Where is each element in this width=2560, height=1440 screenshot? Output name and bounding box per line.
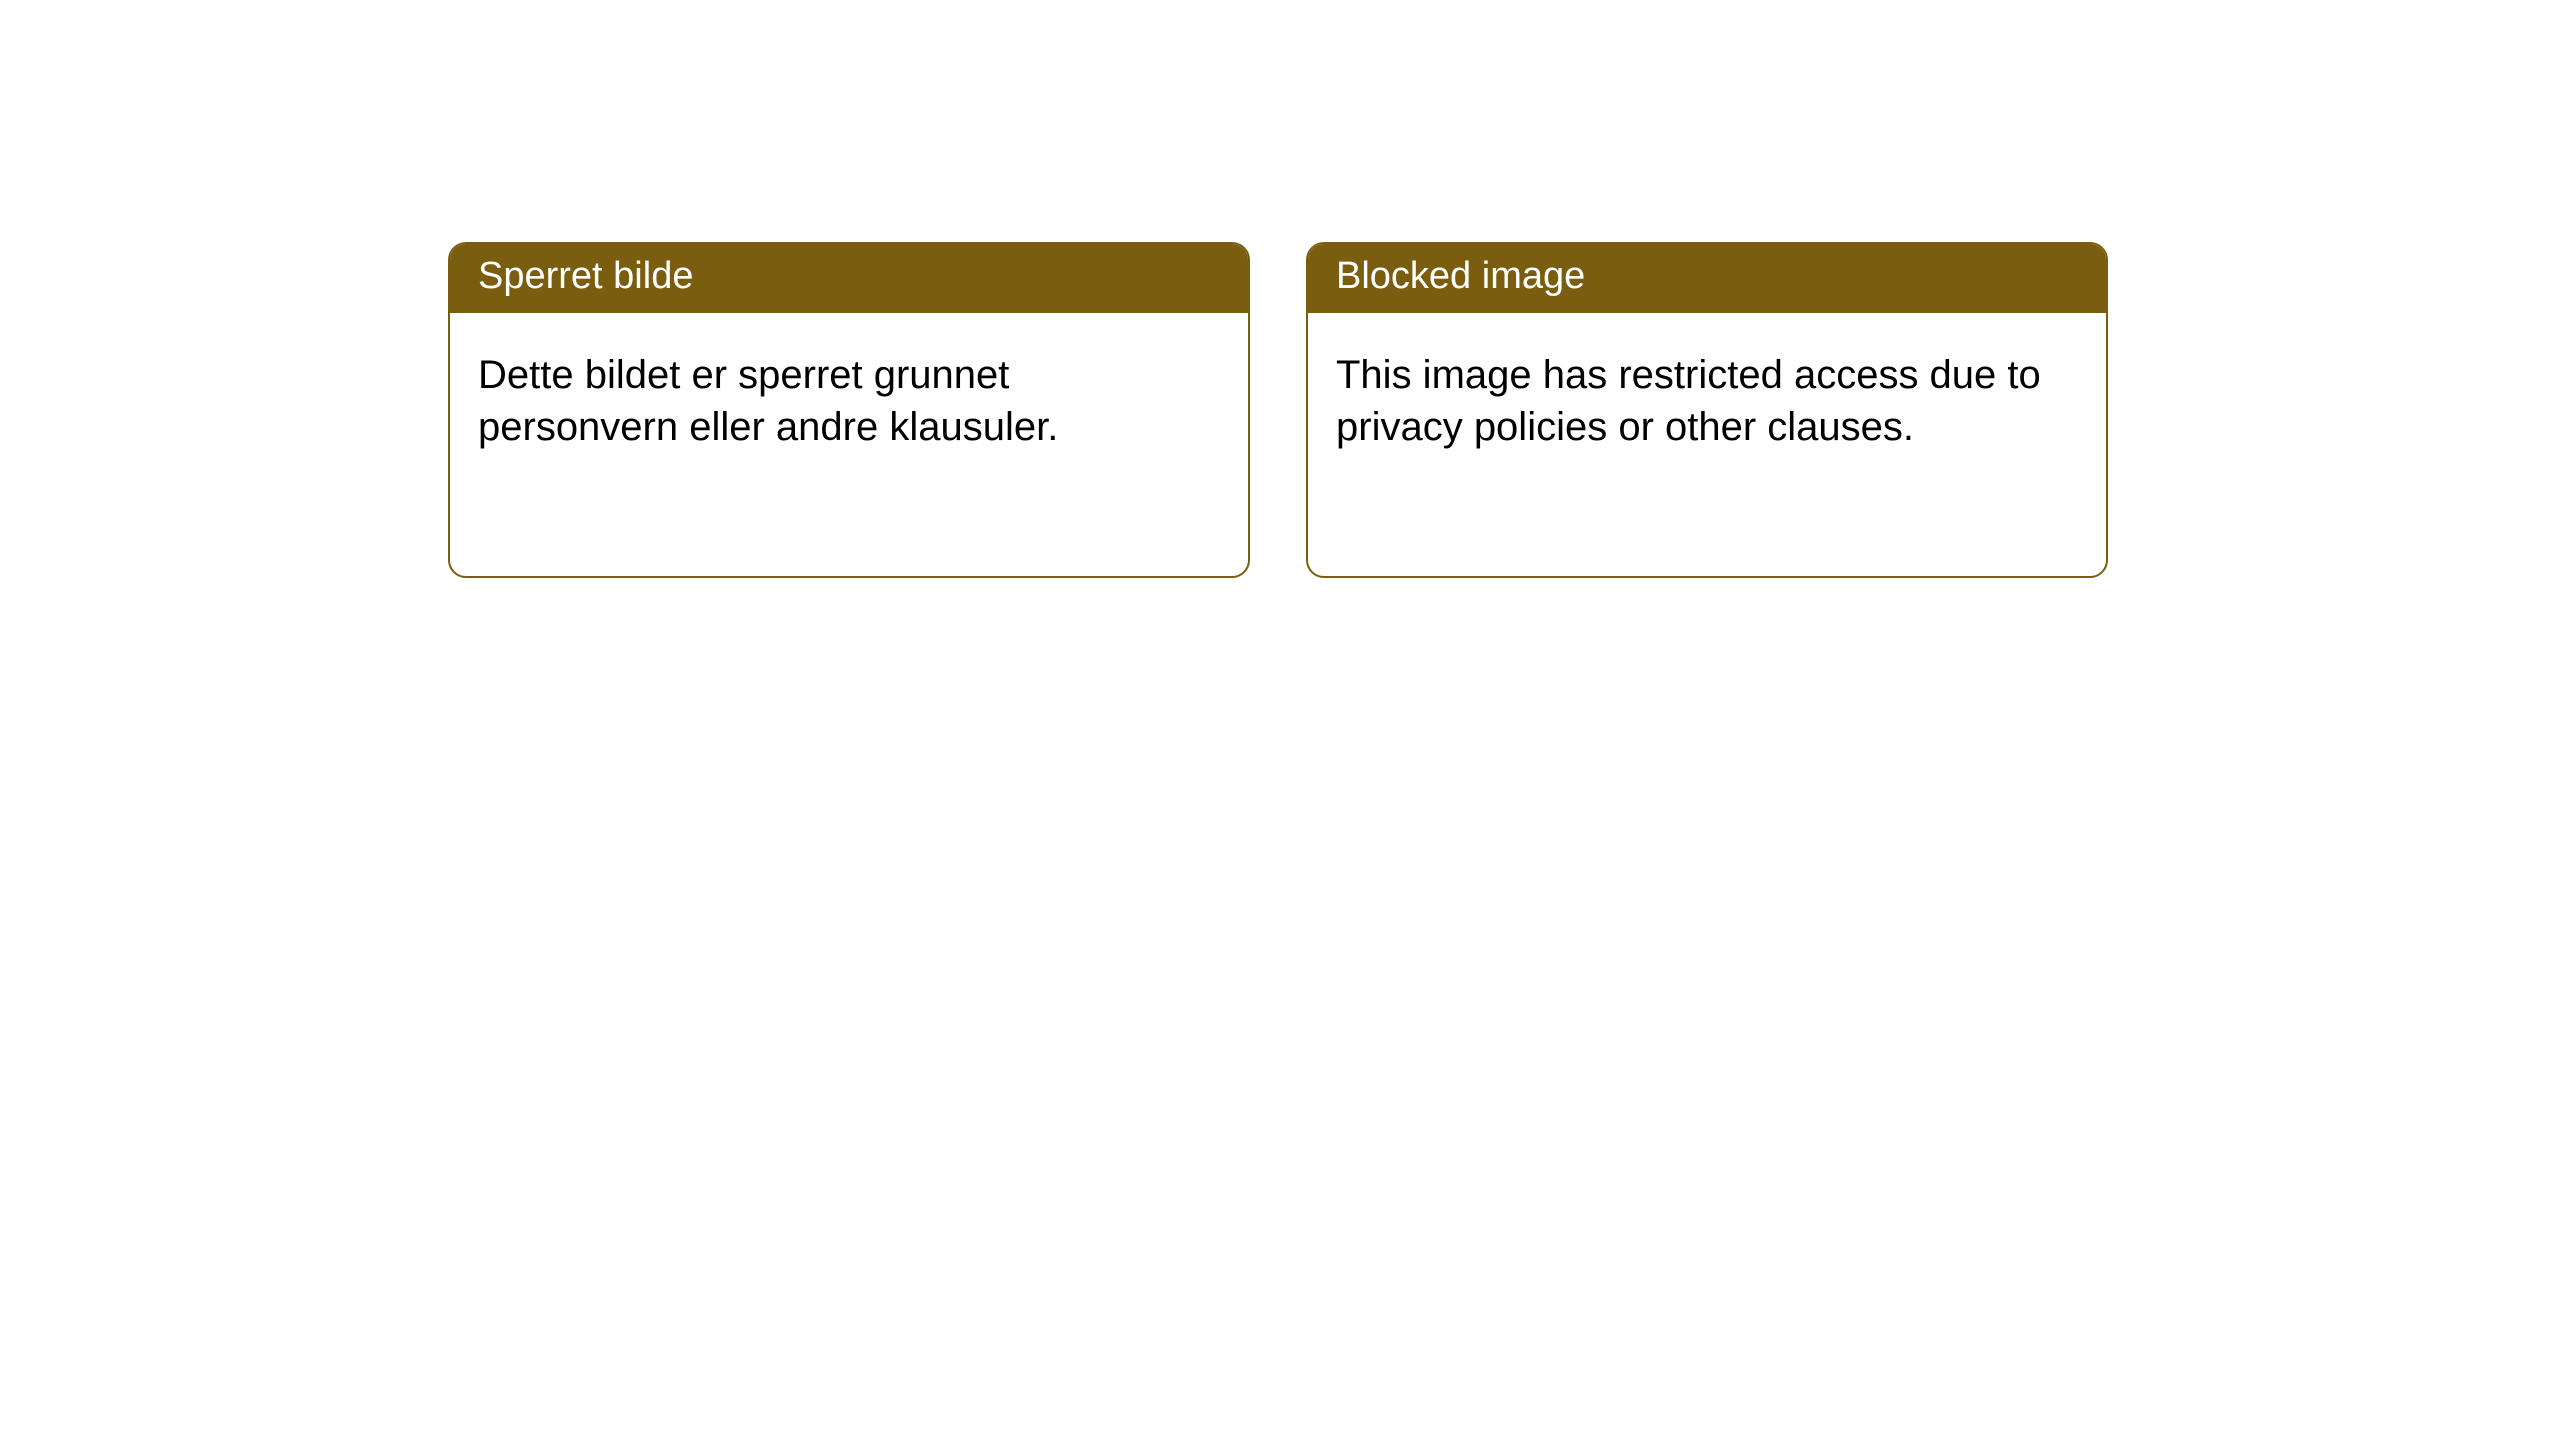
- card-body-en: This image has restricted access due to …: [1308, 313, 2106, 489]
- card-body-no: Dette bildet er sperret grunnet personve…: [450, 313, 1248, 489]
- card-title-no: Sperret bilde: [450, 244, 1248, 313]
- blocked-image-card-no: Sperret bilde Dette bildet er sperret gr…: [448, 242, 1250, 578]
- card-title-en: Blocked image: [1308, 244, 2106, 313]
- blocked-image-card-en: Blocked image This image has restricted …: [1306, 242, 2108, 578]
- cards-container: Sperret bilde Dette bildet er sperret gr…: [448, 242, 2560, 578]
